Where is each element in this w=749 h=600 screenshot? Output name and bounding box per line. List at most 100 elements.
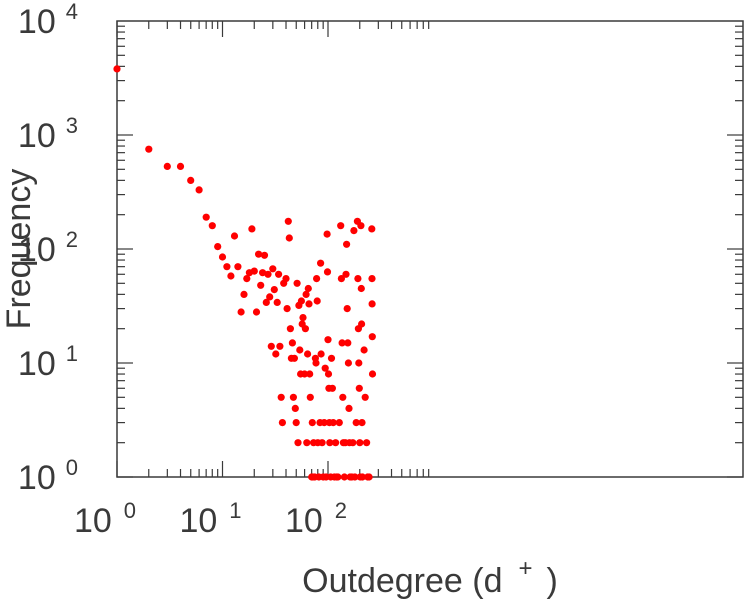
data-point <box>293 279 301 287</box>
data-point <box>214 243 222 251</box>
data-point <box>368 333 376 341</box>
data-point <box>323 230 331 238</box>
data-point <box>356 439 364 447</box>
data-point <box>354 275 362 283</box>
y-tick-label: 10 3 <box>18 113 78 155</box>
data-point <box>227 272 235 280</box>
data-point <box>335 419 343 427</box>
x-axis-label-main: Outdegree (d <box>302 562 502 600</box>
data-point <box>237 308 245 316</box>
data-point <box>324 370 333 378</box>
data-point <box>302 290 310 298</box>
data-point <box>358 473 366 481</box>
x-axis-label: Outdegree (d +) <box>302 555 558 600</box>
data-point <box>294 439 302 447</box>
data-point <box>277 393 285 401</box>
data-point <box>326 439 334 447</box>
data-point <box>163 162 171 170</box>
data-point <box>351 473 359 481</box>
data-point <box>368 225 376 233</box>
data-point <box>291 404 299 412</box>
data-point <box>321 364 329 372</box>
data-point <box>344 339 352 347</box>
data-point <box>272 350 280 358</box>
data-point <box>365 473 373 481</box>
data-point <box>223 263 231 271</box>
data-points <box>113 65 377 481</box>
data-point <box>329 419 337 427</box>
data-point <box>317 259 325 267</box>
data-point <box>349 439 357 447</box>
data-point <box>357 222 365 230</box>
data-point <box>276 342 284 350</box>
data-point <box>350 227 358 235</box>
data-point <box>363 439 371 447</box>
data-point <box>292 419 300 427</box>
data-point <box>290 354 298 362</box>
data-point <box>323 268 332 276</box>
data-point <box>270 286 278 294</box>
data-point <box>243 275 251 283</box>
data-point <box>230 232 239 240</box>
data-point <box>312 359 320 367</box>
data-point <box>304 350 312 358</box>
data-point <box>313 297 321 305</box>
data-point <box>357 284 365 293</box>
y-tick-label: 10 1 <box>18 341 78 383</box>
data-point <box>195 186 203 194</box>
data-point <box>296 346 304 354</box>
data-point <box>313 275 321 283</box>
data-point <box>368 300 376 308</box>
data-point <box>282 275 290 283</box>
data-point <box>304 284 312 293</box>
data-point <box>355 384 363 392</box>
data-point <box>285 234 293 242</box>
y-axis-label: Frequency <box>0 169 38 330</box>
data-point <box>305 300 313 308</box>
data-point <box>301 325 309 333</box>
data-point <box>262 298 270 306</box>
data-point <box>337 275 345 283</box>
data-point <box>342 270 350 278</box>
data-point <box>113 65 121 73</box>
data-point <box>301 370 309 378</box>
data-point <box>250 267 258 275</box>
data-point <box>339 393 347 401</box>
data-point <box>275 270 283 278</box>
data-point <box>355 359 363 367</box>
data-point <box>358 320 366 328</box>
y-tick-label: 10 2 <box>18 227 78 269</box>
data-point <box>266 293 274 301</box>
data-point <box>332 439 340 447</box>
tick-labels: 10 0 10 1 10 2 10 0 10 1 10 2 10 3 10 4 <box>18 0 347 540</box>
data-point <box>187 176 195 184</box>
data-point <box>360 346 368 354</box>
data-point <box>334 473 342 481</box>
data-point <box>264 270 272 278</box>
data-point <box>202 213 210 221</box>
x-axis-label-sup: + <box>519 555 533 582</box>
data-point <box>343 305 351 313</box>
data-point <box>145 145 153 153</box>
data-point <box>259 269 267 277</box>
data-point <box>252 308 261 316</box>
data-point <box>234 263 242 271</box>
data-point <box>283 305 291 313</box>
x-tick-label: 10 0 <box>74 498 136 540</box>
data-point <box>297 297 305 305</box>
data-point <box>257 281 265 289</box>
data-point <box>344 359 352 367</box>
data-point <box>338 339 346 347</box>
y-tick-label: 10 4 <box>18 0 78 41</box>
data-point <box>240 290 248 298</box>
data-point <box>337 222 345 230</box>
data-point <box>176 162 185 170</box>
data-point <box>218 253 227 261</box>
data-point <box>289 393 297 401</box>
x-tick-label: 10 2 <box>285 498 347 540</box>
x-axis-label-close: ) <box>547 562 558 600</box>
data-point <box>284 217 292 225</box>
axis-ticks <box>116 21 743 478</box>
data-point <box>306 370 314 378</box>
